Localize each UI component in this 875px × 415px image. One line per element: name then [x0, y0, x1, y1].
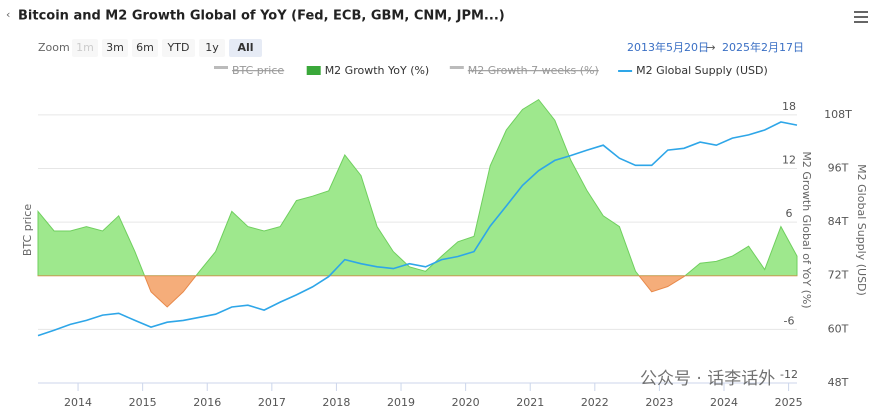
range-button[interactable]: [162, 39, 195, 57]
range-button[interactable]: [102, 39, 128, 57]
range-button[interactable]: [72, 39, 98, 57]
chart-title: Bitcoin and M2 Growth Global of YoY (Fed…: [18, 9, 505, 24]
x-tick-label: 2016: [193, 396, 221, 409]
y-tick-label: -12: [780, 368, 798, 381]
range-arrow: →: [706, 41, 715, 54]
x-tick-label: 2017: [258, 396, 286, 409]
x-tick-label: 2018: [322, 396, 350, 409]
growth-area: [37, 98, 798, 308]
x-tick-label: 2019: [387, 396, 415, 409]
zoom-label: Zoom: [38, 41, 70, 54]
legend-symbol: [306, 66, 321, 75]
x-tick-label: 2025: [775, 396, 803, 409]
range-button-label[interactable]: 6m: [136, 41, 154, 54]
range-button[interactable]: [229, 39, 262, 57]
x-tick-label: 2020: [452, 396, 480, 409]
range-button-label[interactable]: 1y: [205, 41, 219, 54]
x-tick-label: 2014: [64, 396, 92, 409]
legend-label[interactable]: BTC price: [232, 64, 284, 77]
y-tick-label: 18: [782, 100, 796, 113]
y2-tick-label: 72T: [828, 269, 849, 282]
range-button[interactable]: [132, 39, 158, 57]
y2-tick-label: 60T: [828, 322, 849, 335]
watermark: 公众号 · 话李话外: [640, 369, 775, 389]
y-tick-label: -6: [784, 314, 795, 327]
legend-label[interactable]: M2 Growth YoY (%): [325, 64, 430, 77]
legend-symbol: [449, 66, 464, 69]
back-icon[interactable]: ‹: [6, 8, 10, 21]
x-tick-label: 2024: [710, 396, 738, 409]
legend-label[interactable]: M2 Growth 7 weeks (%): [468, 64, 599, 77]
y-axis-title-left: BTC price: [21, 204, 34, 256]
y-tick-label: 6: [786, 207, 793, 220]
range-button-label[interactable]: YTD: [167, 41, 190, 54]
range-button[interactable]: [199, 39, 225, 57]
legend-label[interactable]: M2 Global Supply (USD): [636, 64, 768, 77]
menu-icon[interactable]: [854, 11, 868, 23]
x-tick-label: 2021: [516, 396, 544, 409]
x-tick-label: 2023: [645, 396, 673, 409]
range-button-label[interactable]: 1m: [76, 41, 94, 54]
range-from[interactable]: 2013年5月20日: [627, 40, 709, 54]
x-tick-label: 2022: [581, 396, 609, 409]
y-axis-title: M2 Growth Global of YoY (%): [800, 151, 813, 308]
y-tick-label: 12: [782, 153, 796, 166]
y2-tick-label: 48T: [828, 376, 849, 389]
range-to[interactable]: 2025年2月17日: [722, 40, 804, 54]
x-tick-label: 2015: [129, 396, 157, 409]
range-button-label[interactable]: All: [237, 41, 253, 54]
supply-line: [37, 121, 798, 337]
y2-axis-title: M2 Global Supply (USD): [855, 164, 868, 296]
y2-tick-label: 84T: [828, 215, 849, 228]
range-button-label[interactable]: 3m: [106, 41, 124, 54]
y2-tick-label: 108T: [824, 108, 852, 121]
legend-symbol: [214, 66, 228, 69]
y2-tick-label: 96T: [828, 161, 849, 174]
